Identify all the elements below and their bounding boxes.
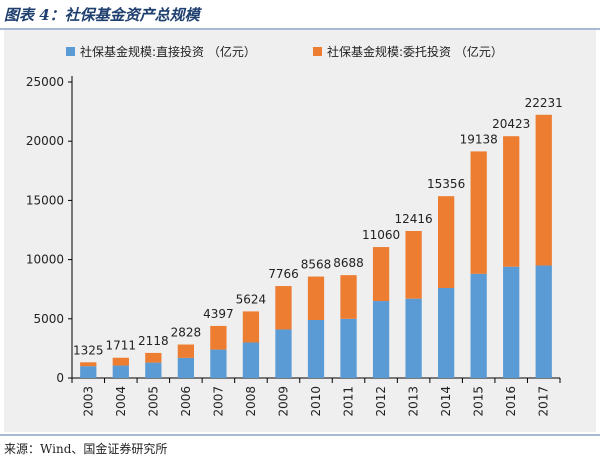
x-tick-label: 2007 — [211, 386, 225, 417]
total-label-2012: 11060 — [362, 228, 400, 242]
bar-entrusted-2016 — [503, 136, 520, 267]
x-tick-label: 2005 — [146, 386, 160, 417]
total-label-2004: 1711 — [106, 339, 137, 353]
bar-direct-2005 — [145, 362, 162, 378]
bar-direct-2011 — [340, 318, 357, 378]
bar-direct-2009 — [275, 329, 292, 378]
bar-direct-2015 — [470, 273, 487, 378]
x-tick-label: 2006 — [179, 386, 193, 417]
y-tick-label: 0 — [56, 371, 64, 385]
y-tick-label: 10000 — [26, 253, 64, 267]
bar-direct-2013 — [405, 298, 422, 378]
total-label-2014: 15356 — [427, 177, 465, 191]
y-tick-label: 15000 — [26, 193, 64, 207]
bar-entrusted-2007 — [210, 325, 227, 350]
x-tick-label: 2004 — [114, 386, 128, 417]
bar-direct-2007 — [210, 349, 227, 378]
y-axis: 0 5000 10000 15000 20000 25000 — [26, 75, 73, 385]
bar-entrusted-2005 — [145, 352, 162, 363]
total-label-2009: 7766 — [268, 267, 299, 281]
total-label-2015: 19138 — [460, 132, 498, 146]
total-label-2010: 8568 — [301, 258, 332, 272]
x-tick-label: 2014 — [439, 386, 453, 417]
x-tick-label: 2015 — [472, 386, 486, 417]
bar-direct-2006 — [177, 357, 194, 378]
bars — [80, 114, 552, 378]
chart-panel: 社保基金规模:直接投资 （亿元） 社保基金规模:委托投资 （亿元） 0 5000 1… — [4, 30, 596, 432]
y-tick-label: 20000 — [26, 134, 64, 148]
bar-entrusted-2011 — [340, 275, 357, 319]
total-label-2007: 4397 — [203, 307, 234, 321]
bar-direct-2003 — [80, 366, 97, 378]
total-label-2013: 12416 — [395, 212, 433, 226]
total-label-2003: 1325 — [73, 343, 104, 357]
bar-direct-2012 — [372, 301, 390, 378]
bar-entrusted-2006 — [177, 344, 194, 358]
x-tick-label: 2010 — [309, 386, 323, 417]
bar-entrusted-2017 — [535, 114, 552, 266]
bar-entrusted-2015 — [470, 151, 487, 274]
bar-direct-2014 — [438, 288, 455, 378]
bar-entrusted-2003 — [80, 362, 97, 367]
y-tick-label: 5000 — [33, 312, 64, 326]
legend-swatch-entrusted — [313, 47, 322, 56]
x-tick-label: 2008 — [244, 386, 258, 417]
bar-entrusted-2009 — [275, 286, 292, 330]
x-tick-label: 2017 — [537, 386, 551, 417]
x-tick-label: 2016 — [504, 386, 518, 417]
legend-label-direct: 社保基金规模:直接投资 （亿元） — [80, 44, 256, 59]
bar-direct-2016 — [503, 266, 520, 378]
source-note: 来源：Wind、国金证券研究所 — [4, 442, 168, 456]
x-tick-label: 2011 — [342, 386, 356, 417]
legend: 社保基金规模:直接投资 （亿元） 社保基金规模:委托投资 （亿元） — [66, 44, 503, 59]
total-label-2005: 2118 — [138, 334, 169, 348]
y-tick-label: 25000 — [26, 75, 64, 89]
total-label-2011: 8688 — [333, 256, 364, 270]
total-label-2008: 5624 — [236, 292, 267, 306]
bar-entrusted-2010 — [307, 276, 325, 320]
total-label-2016: 20423 — [492, 117, 530, 131]
bar-entrusted-2012 — [372, 247, 390, 302]
bar-direct-2004 — [112, 365, 129, 378]
legend-label-entrusted: 社保基金规模:委托投资 （亿元） — [327, 44, 503, 59]
figure-title: 图表 4：社保基金资产总规模 — [4, 6, 200, 24]
total-label-2017: 22231 — [525, 96, 563, 110]
stacked-bar-chart: 社保基金规模:直接投资 （亿元） 社保基金规模:委托投资 （亿元） 0 5000 1… — [26, 44, 563, 417]
bar-entrusted-2004 — [112, 357, 129, 366]
x-tick-label: 2013 — [407, 386, 421, 417]
bar-direct-2008 — [242, 342, 260, 378]
bar-direct-2017 — [535, 265, 552, 378]
bar-direct-2010 — [307, 319, 325, 378]
x-axis: 2003 2004 2005 2006 2007 2008 2009 2010 2011 2012… — [71, 377, 561, 417]
legend-swatch-direct — [66, 47, 75, 56]
bar-entrusted-2008 — [242, 311, 260, 343]
total-label-2006: 2828 — [171, 326, 202, 340]
footer-divider — [0, 434, 600, 436]
bar-entrusted-2014 — [438, 196, 455, 289]
bar-entrusted-2013 — [405, 230, 422, 299]
x-tick-label: 2012 — [374, 386, 388, 417]
x-tick-label: 2009 — [276, 386, 290, 417]
x-tick-label: 2003 — [81, 386, 95, 417]
title-bar: 图表 4：社保基金资产总规模 — [0, 0, 600, 30]
